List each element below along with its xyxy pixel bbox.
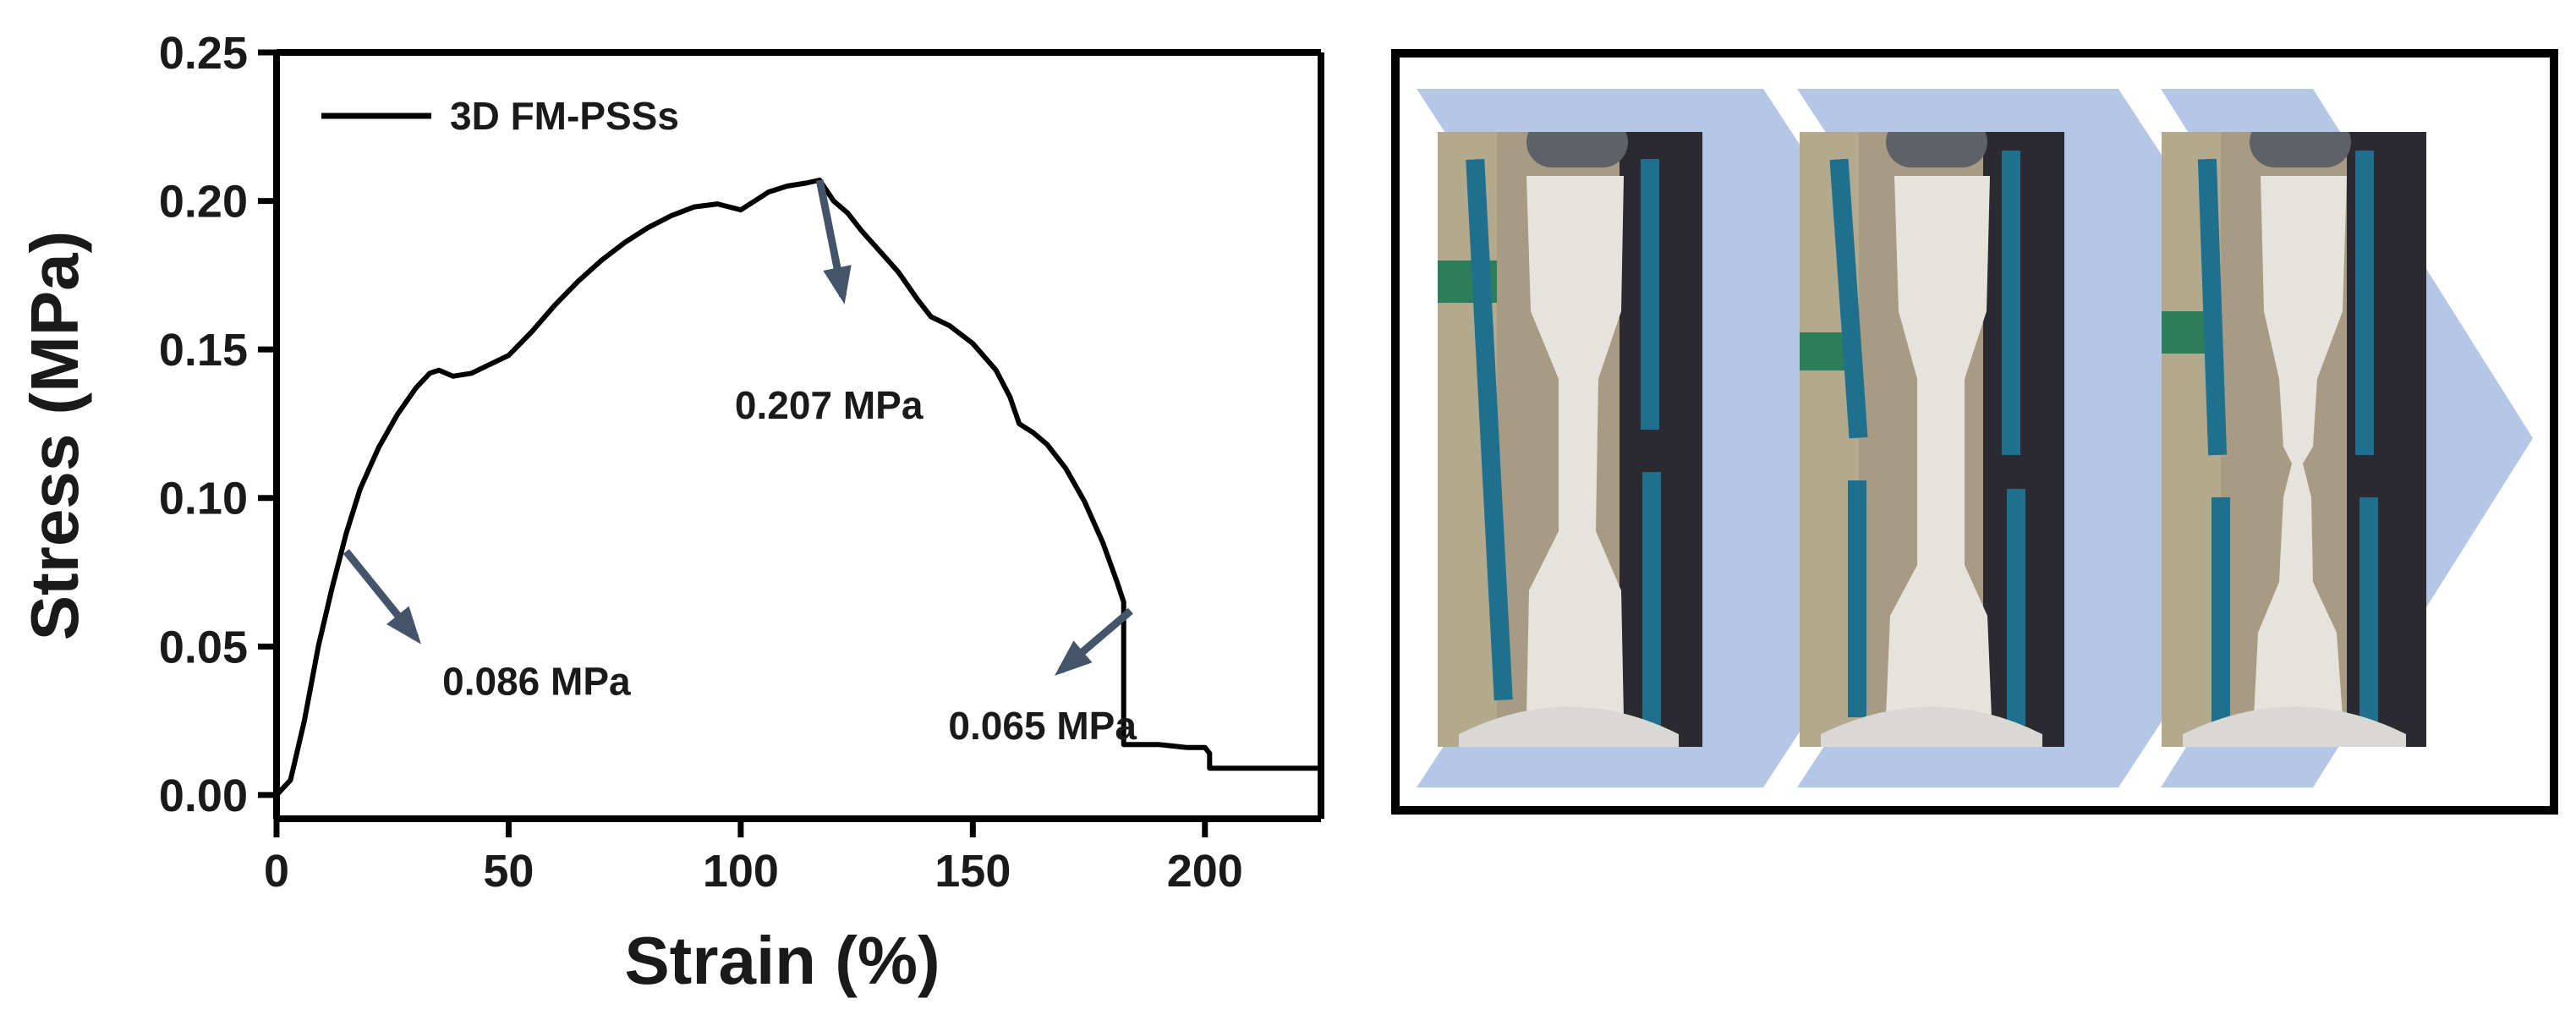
annotation-arrow-head [386, 606, 421, 645]
x-tick-label: 100 [703, 846, 779, 897]
x-tick-label: 150 [934, 846, 1011, 897]
annotation-label: 0.086 MPa [442, 659, 631, 703]
x-tick-label: 0 [264, 846, 289, 897]
annotation-label: 0.207 MPa [735, 383, 924, 427]
y-axis-title: Stress (MPa) [17, 231, 92, 641]
y-tick-label: 0.05 [159, 622, 248, 672]
legend-label: 3D FM-PSSs [450, 94, 679, 138]
x-axis-title: Strain (%) [624, 923, 940, 998]
x-ticks: 0 50 100 150 200 [264, 819, 1243, 897]
y-tick-label: 0.20 [159, 177, 248, 228]
photo-panel-svg [1417, 89, 2533, 787]
y-tick-label: 0.15 [159, 325, 248, 376]
y-tick-label: 0.25 [159, 28, 248, 79]
test-photo-frame-2 [1800, 132, 2064, 747]
annotation-group: 0.207 MPa 0.086 MPa 0.065 MPa [343, 179, 1137, 748]
y-tick-label: 0.00 [159, 771, 248, 821]
tensile-test-photo-panel [1391, 49, 2558, 815]
chart-axes [273, 49, 1324, 822]
x-tick-label: 50 [483, 846, 534, 897]
y-ticks: 0.00 0.05 0.10 0.15 0.20 0.25 [159, 28, 277, 821]
series-group [274, 178, 1321, 797]
test-photo-frame-3 [2162, 132, 2426, 747]
x-tick-label: 200 [1167, 846, 1243, 897]
test-photo-frame-1 [1438, 132, 1702, 747]
annotation-arrow-head [1055, 640, 1093, 676]
series-line-0 [274, 178, 1321, 797]
y-tick-label: 0.10 [159, 474, 248, 524]
annotation-arrow-head [823, 265, 852, 304]
legend: 3D FM-PSSs [321, 94, 679, 138]
annotation-label: 0.065 MPa [948, 704, 1137, 748]
